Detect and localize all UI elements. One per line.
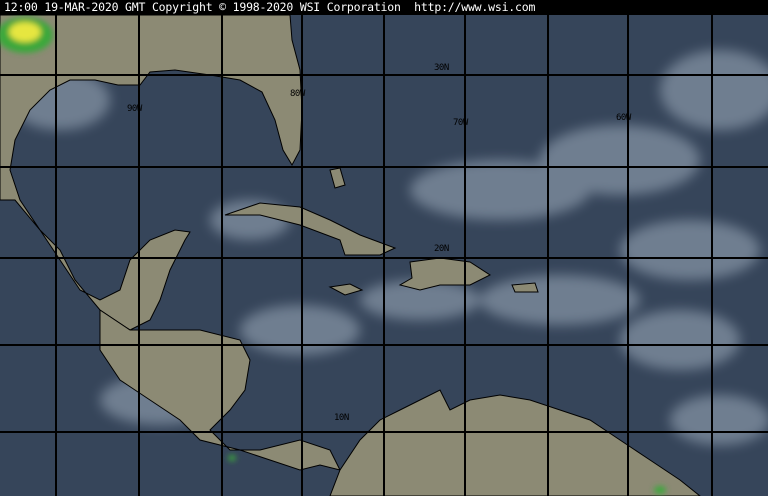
land-puerto-rico — [511, 282, 539, 293]
land-central-america — [99, 309, 341, 471]
land-hispaniola — [398, 257, 492, 291]
header-bar: 12:00 19-MAR-2020 GMT Copyright © 1998-2… — [0, 0, 768, 15]
land-cuba — [224, 202, 397, 256]
copyright: Copyright © 1998-2020 WSI Corporation — [151, 0, 401, 14]
land-north-america — [0, 14, 303, 331]
source-url: http://www.wsi.com — [414, 0, 536, 14]
land-jamaica — [328, 283, 364, 296]
longitude-label-90w: 90W — [127, 104, 142, 114]
longitude-label-70w: 70W — [453, 118, 468, 128]
longitude-label-80w: 80W — [290, 89, 305, 99]
longitude-label-60w: 60W — [616, 113, 631, 123]
timestamp: 12:00 19-MAR-2020 GMT — [4, 0, 146, 14]
land-bahamas — [329, 167, 346, 189]
convection — [0, 17, 666, 494]
land-south-america — [329, 389, 701, 496]
lat-lon-grid — [0, 15, 768, 496]
latitude-label-10n: 10N — [334, 413, 349, 423]
latitude-label-20n: 20N — [434, 244, 449, 254]
latitude-label-30n: 30N — [434, 63, 449, 73]
